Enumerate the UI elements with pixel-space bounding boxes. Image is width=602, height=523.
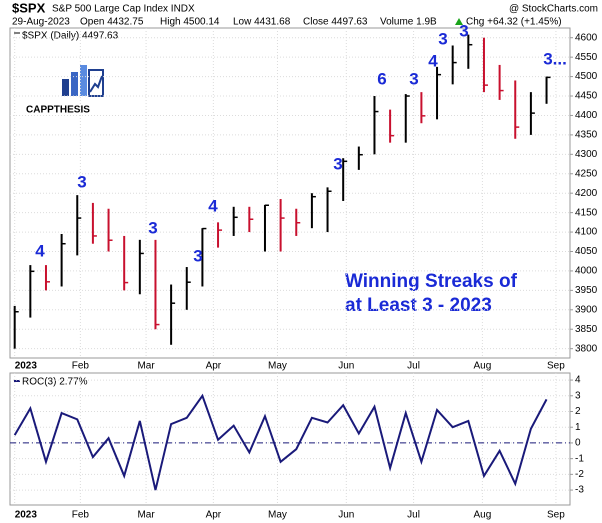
y-tick-label: 4150: [575, 207, 598, 218]
index-name: S&P 500 Large Cap Index INDX: [52, 4, 195, 15]
annotation-note: at Least 3 - 2023: [345, 295, 492, 316]
streak-label: 4: [428, 51, 438, 70]
x-tick-label: Apr: [206, 361, 222, 372]
streak-label: 3: [148, 218, 157, 237]
logo: CAPPTHESIS: [26, 65, 104, 116]
x-tick-label: 2023: [15, 361, 38, 372]
y-tick-label: 4550: [575, 52, 598, 63]
volume: Volume 1.9B: [380, 17, 437, 28]
x-tick-label: May: [268, 361, 287, 372]
x-tick-label: Mar: [137, 361, 155, 372]
x-tick-label: Jun: [338, 361, 354, 372]
y-tick-label: 4200: [575, 188, 598, 199]
x-tick-label: Jul: [407, 510, 420, 521]
x-tick-label: Aug: [474, 361, 492, 372]
y-tick-label: 3800: [575, 343, 598, 354]
x-tick-label: 2023: [15, 510, 38, 521]
x-tick-label: Feb: [72, 361, 90, 372]
annotation-note: Winning Streaks of: [345, 271, 518, 292]
x-tick-label: Aug: [474, 510, 492, 521]
date: 29-Aug-2023: [12, 17, 70, 28]
x-tick-label: Feb: [72, 510, 90, 521]
close: Close 4497.63: [303, 17, 368, 28]
up-arrow: [455, 18, 463, 25]
y-tick-label: -3: [575, 485, 584, 496]
streak-label: 4: [208, 196, 218, 215]
y-tick-label: -2: [575, 469, 584, 480]
y-tick-label: 4600: [575, 32, 598, 43]
x-tick-label: Mar: [137, 510, 155, 521]
low: Low 4431.68: [233, 17, 291, 28]
y-tick-label: 4000: [575, 266, 598, 277]
y-tick-label: 4500: [575, 71, 598, 82]
streak-label: 3: [193, 246, 202, 265]
y-tick-label: 0: [575, 438, 581, 449]
y-tick-label: 4300: [575, 149, 598, 160]
streak-label: 3...: [543, 49, 567, 68]
y-tick-label: 3950: [575, 285, 598, 296]
y-tick-label: 4100: [575, 227, 598, 238]
y-tick-label: 1: [575, 422, 581, 433]
y-tick-label: 4: [575, 375, 581, 386]
roc-legend: ROC(3) 2.77%: [22, 377, 88, 388]
streak-label: 3: [77, 172, 86, 191]
x-tick-label: Sep: [547, 361, 565, 372]
open: Open 4432.75: [80, 17, 144, 28]
y-tick-label: 4450: [575, 91, 598, 102]
x-tick-label: Jun: [338, 510, 354, 521]
symbol: $SPX: [12, 0, 46, 15]
y-tick-label: 3: [575, 390, 581, 401]
high: High 4500.14: [160, 17, 220, 28]
roc-line: [13, 393, 548, 491]
logo-text: CAPPTHESIS: [26, 105, 90, 116]
change: Chg +64.32 (+1.45%): [466, 17, 562, 28]
streak-label: 6: [377, 69, 386, 88]
streak-label: 4: [35, 241, 45, 260]
x-tick-label: May: [268, 510, 287, 521]
streak-label: 3: [409, 69, 418, 88]
y-tick-label: 4050: [575, 246, 598, 257]
price-legend: $SPX (Daily) 4497.63: [22, 31, 119, 42]
streak-label: 3: [438, 29, 447, 48]
x-tick-label: Apr: [206, 510, 222, 521]
source: @ StockCharts.com: [509, 4, 598, 15]
roc-panel: [9, 372, 571, 506]
y-tick-label: 3900: [575, 304, 598, 315]
streak-label: 3: [459, 21, 468, 40]
y-tick-label: -1: [575, 453, 584, 464]
y-tick-label: 4350: [575, 130, 598, 141]
y-tick-label: 2: [575, 406, 581, 417]
y-tick-label: 4250: [575, 168, 598, 179]
x-tick-label: Sep: [547, 510, 565, 521]
x-tick-label: Jul: [407, 361, 420, 372]
streak-label: 3: [333, 154, 342, 173]
y-tick-label: 4400: [575, 110, 598, 121]
y-tick-label: 3850: [575, 324, 598, 335]
